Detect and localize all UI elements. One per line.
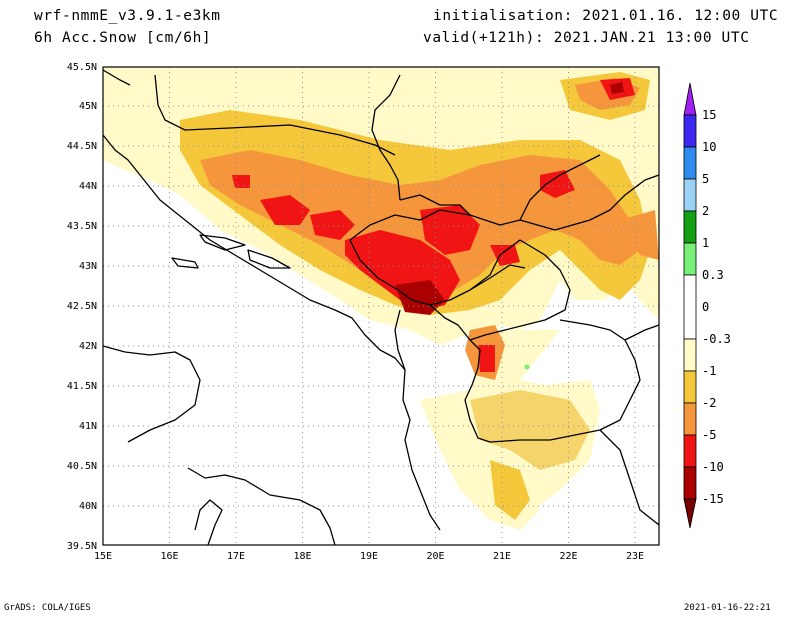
colorbar-label: 5 <box>702 172 709 186</box>
colorbar-label: 10 <box>702 140 716 154</box>
x-tick-label: 23E <box>626 551 644 562</box>
y-tick-label: 42.5N <box>67 301 97 312</box>
valid-time: valid(+121h): 2021.JAN.21 13:00 UTC <box>423 30 750 46</box>
y-tick-label: 43N <box>79 261 97 272</box>
colorbar-label: -2 <box>702 396 716 410</box>
x-tick-label: 19E <box>360 551 378 562</box>
field-title: 6h Acc.Snow [cm/6h] <box>34 30 212 46</box>
x-tick-label: 21E <box>493 551 511 562</box>
colorbar-label: 15 <box>702 108 716 122</box>
colorbar-label: -1 <box>702 364 716 378</box>
colorbar-label: 0.3 <box>702 268 724 282</box>
x-tick-label: 20E <box>426 551 444 562</box>
footer-credit: GrADS: COLA/IGES <box>4 603 91 613</box>
colorbar-swatch <box>683 466 697 500</box>
colorbar-swatch <box>683 178 697 212</box>
colorbar-swatch <box>683 274 697 340</box>
colorbar-label: 2 <box>702 204 709 218</box>
y-tick-label: 44N <box>79 181 97 192</box>
init-time: initialisation: 2021.01.16. 12:00 UTC <box>433 8 779 24</box>
colorbar-swatch <box>683 242 697 276</box>
y-tick-label: 40N <box>79 501 97 512</box>
x-tick-label: 16E <box>160 551 178 562</box>
coastlines-borders <box>103 69 659 545</box>
x-tick-label: 22E <box>559 551 577 562</box>
map-panel <box>103 67 659 545</box>
colorbar <box>683 82 697 529</box>
snow-field <box>103 67 659 530</box>
y-tick-label: 45N <box>79 101 97 112</box>
colorbar-label: -0.3 <box>702 332 731 346</box>
y-axis: 39.5N 40N 40.5N 41N 41.5N 42N 42.5N 43N … <box>67 62 97 552</box>
colorbar-label: 1 <box>702 236 709 250</box>
colorbar-swatch <box>683 370 697 404</box>
model-title: wrf-nmmE_v3.9.1-e3km <box>34 8 221 24</box>
footer-timestamp: 2021-01-16-22:21 <box>684 603 771 613</box>
colorbar-swatch <box>683 210 697 244</box>
y-tick-label: 45.5N <box>67 62 97 73</box>
colorbar-swatch <box>683 402 697 436</box>
x-tick-label: 15E <box>94 551 112 562</box>
colorbar-label: -10 <box>702 460 724 474</box>
y-tick-label: 41.5N <box>67 381 97 392</box>
colorbar-swatch <box>683 434 697 468</box>
colorbar-top-arrow <box>683 82 697 116</box>
colorbar-label: 0 <box>702 300 709 314</box>
colorbar-labels: 15 10 5 2 1 0.3 0 -0.3 -1 -2 -5 -10 -15 <box>702 108 731 506</box>
x-axis: 15E 16E 17E 18E 19E 20E 21E 22E 23E <box>94 551 644 562</box>
x-tick-label: 18E <box>293 551 311 562</box>
map-frame <box>102 66 660 546</box>
y-tick-label: 42N <box>79 341 97 352</box>
y-tick-label: 40.5N <box>67 461 97 472</box>
y-tick-label: 41N <box>79 421 97 432</box>
x-tick-label: 17E <box>227 551 245 562</box>
colorbar-swatch <box>683 146 697 180</box>
colorbar-label: -15 <box>702 492 724 506</box>
y-tick-label: 43.5N <box>67 221 97 232</box>
colorbar-swatch <box>683 338 697 372</box>
y-tick-label: 39.5N <box>67 541 97 552</box>
y-tick-label: 44.5N <box>67 141 97 152</box>
colorbar-label: -5 <box>702 428 716 442</box>
colorbar-swatch <box>683 114 697 148</box>
colorbar-bottom-arrow <box>683 498 697 529</box>
